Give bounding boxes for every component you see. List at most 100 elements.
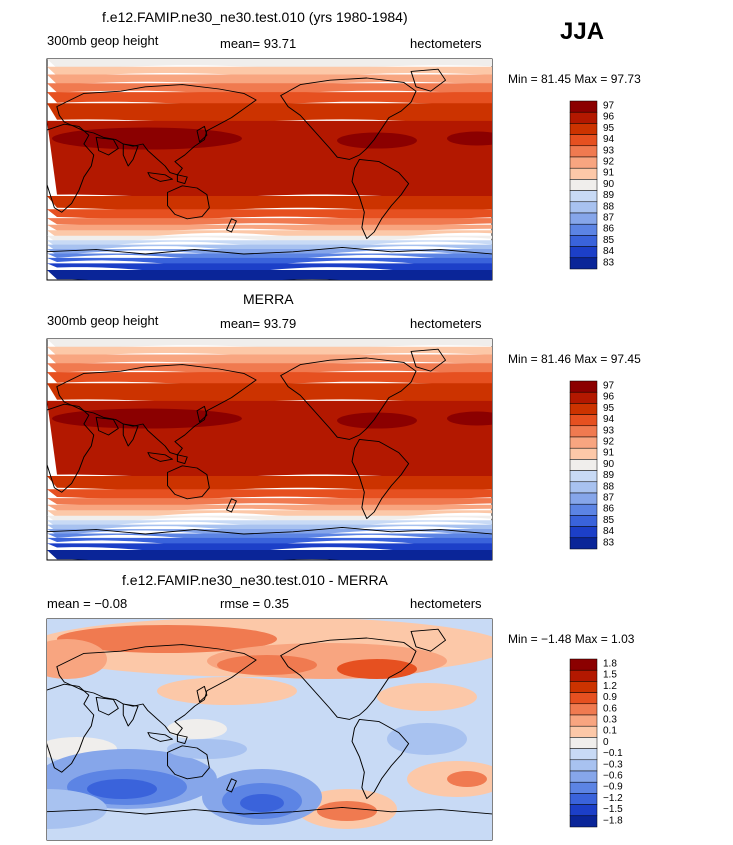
panel2-minmax: Min = 81.46 Max = 97.45 — [508, 352, 641, 366]
colorbar-label: 88 — [603, 481, 615, 492]
contour-band — [157, 677, 297, 705]
colorbar-swatch — [569, 470, 598, 483]
contour-band — [47, 515, 492, 524]
colorbar-label: 95 — [603, 403, 615, 414]
colorbar-label: 92 — [603, 437, 615, 448]
colorbar-swatch — [569, 770, 598, 783]
contour-band — [167, 719, 227, 739]
colorbar-swatch — [569, 380, 598, 393]
colorbar-swatch — [569, 669, 598, 682]
colorbar-swatch — [569, 492, 598, 505]
colorbar-swatch — [569, 681, 598, 693]
colorbar-swatch — [569, 134, 598, 147]
contour-band — [52, 127, 242, 150]
contour-band — [47, 354, 492, 365]
colorbar-swatch — [569, 179, 598, 191]
colorbar-label: 89 — [603, 470, 615, 481]
colorbar-label: 96 — [603, 112, 615, 123]
panel2-title: MERRA — [243, 291, 294, 307]
colorbar-swatch — [569, 201, 598, 214]
contour-band — [47, 504, 492, 512]
colorbar-label: 0.3 — [603, 715, 617, 726]
contour-band — [447, 131, 492, 146]
contour-band — [47, 346, 492, 356]
contour-band — [47, 235, 492, 244]
colorbar-swatch — [569, 658, 598, 671]
contour-band — [377, 683, 477, 711]
colorbar-label: 84 — [603, 526, 615, 537]
panel1-units-label: hectometers — [410, 36, 482, 51]
contour-band — [47, 639, 107, 679]
colorbar-swatch — [569, 503, 598, 516]
colorbar-swatch — [569, 246, 598, 259]
contour-band — [47, 92, 492, 105]
contour-band — [47, 209, 492, 220]
colorbar-swatch — [569, 692, 598, 705]
contour-band — [47, 59, 492, 69]
colorbar-label: 0.1 — [603, 726, 617, 737]
contour-band — [47, 270, 492, 280]
contour-band — [447, 771, 487, 787]
contour-band — [47, 66, 492, 76]
contour-band — [52, 408, 242, 429]
contour-band — [387, 723, 467, 755]
colorbar-swatch — [569, 212, 598, 225]
contour-band — [217, 655, 317, 675]
colorbar-swatch — [569, 257, 598, 270]
contour-band — [57, 625, 277, 653]
contour-band — [47, 789, 107, 829]
panel3-units-label: hectometers — [410, 596, 482, 611]
colorbar-label: 91 — [603, 168, 615, 179]
colorbar-label: 0.6 — [603, 703, 617, 714]
contour-band — [47, 224, 492, 232]
colorbar-swatch — [569, 804, 598, 817]
colorbar-label: 85 — [603, 235, 615, 246]
colorbar-swatch — [569, 714, 598, 727]
panel1-mean-label: mean= 93.71 — [220, 36, 297, 51]
colorbar-label: −0.1 — [603, 748, 623, 759]
panel3-map — [47, 619, 492, 840]
panel1-minmax: Min = 81.45 Max = 97.73 — [508, 72, 641, 86]
colorbar-label: −0.3 — [603, 759, 623, 770]
colorbar-label: 94 — [603, 414, 615, 425]
panel2-left-label: 300mb geop height — [47, 313, 159, 328]
contour-band — [317, 801, 377, 821]
colorbar-label: 89 — [603, 190, 615, 201]
colorbar-swatch — [569, 781, 598, 794]
contour-band — [47, 240, 492, 248]
panel3-minmax: Min = −1.48 Max = 1.03 — [508, 632, 635, 646]
colorbar-swatch — [569, 123, 598, 135]
contour-band — [87, 779, 157, 799]
colorbar-swatch — [569, 100, 598, 113]
colorbar-label: −1.5 — [603, 804, 623, 815]
colorbar-label: 97 — [603, 381, 615, 392]
contour-band — [337, 659, 417, 679]
contour-band — [337, 132, 417, 149]
contour-band — [167, 739, 247, 759]
colorbar-label: 1.8 — [603, 659, 617, 670]
contour-band — [47, 520, 492, 528]
colorbar-label: 85 — [603, 515, 615, 526]
colorbar-swatch — [569, 425, 598, 438]
contour-band — [47, 257, 492, 267]
panel1-title: f.e12.FAMIP.ne30_ne30.test.010 (yrs 1980… — [102, 9, 408, 25]
colorbar-swatch — [569, 414, 598, 427]
contour-band — [337, 412, 417, 429]
colorbar-swatch — [569, 223, 598, 236]
colorbar-swatch — [569, 403, 598, 415]
contour-band — [47, 537, 492, 547]
colorbar-label: 88 — [603, 201, 615, 212]
colorbar-swatch — [569, 481, 598, 494]
colorbar-label: 92 — [603, 157, 615, 168]
colorbar-label: 83 — [603, 257, 615, 268]
colorbar-swatch — [569, 190, 598, 203]
colorbar-label: −0.6 — [603, 771, 623, 782]
contour-band — [47, 476, 492, 491]
colorbar-label: 97 — [603, 101, 615, 112]
contour-band — [47, 103, 492, 123]
colorbar-swatch — [569, 759, 598, 772]
contour-band — [47, 253, 492, 261]
